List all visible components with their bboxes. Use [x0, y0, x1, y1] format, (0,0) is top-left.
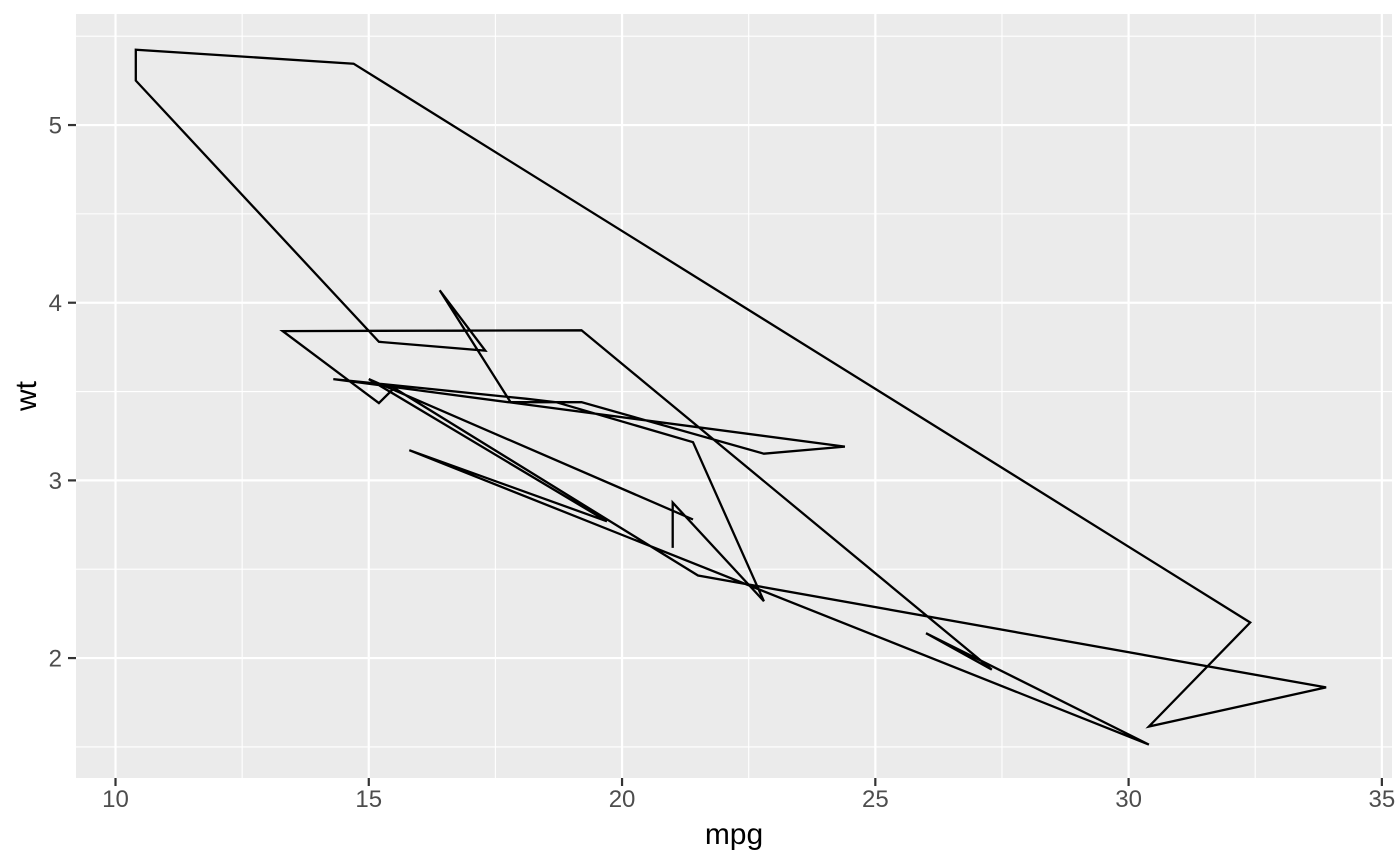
- y-axis-title-wrap: wt: [10, 14, 44, 778]
- y-tick-label: 2: [49, 646, 62, 673]
- x-tick-label: 20: [609, 786, 636, 813]
- x-axis-title: mpg: [704, 818, 764, 851]
- x-tick-label: 10: [102, 786, 129, 813]
- x-tick-label: 15: [355, 786, 382, 813]
- data-path: [134, 48, 1327, 746]
- panel-background: [76, 14, 1392, 778]
- x-tick-label: 35: [1369, 786, 1396, 813]
- y-tick-label: 4: [49, 290, 62, 317]
- y-tick-label: 3: [49, 468, 62, 495]
- x-tick-label: 25: [862, 786, 889, 813]
- y-tick-label: 5: [49, 113, 62, 140]
- x-tick-label: 30: [1115, 786, 1142, 813]
- y-axis-title: wt: [10, 381, 43, 411]
